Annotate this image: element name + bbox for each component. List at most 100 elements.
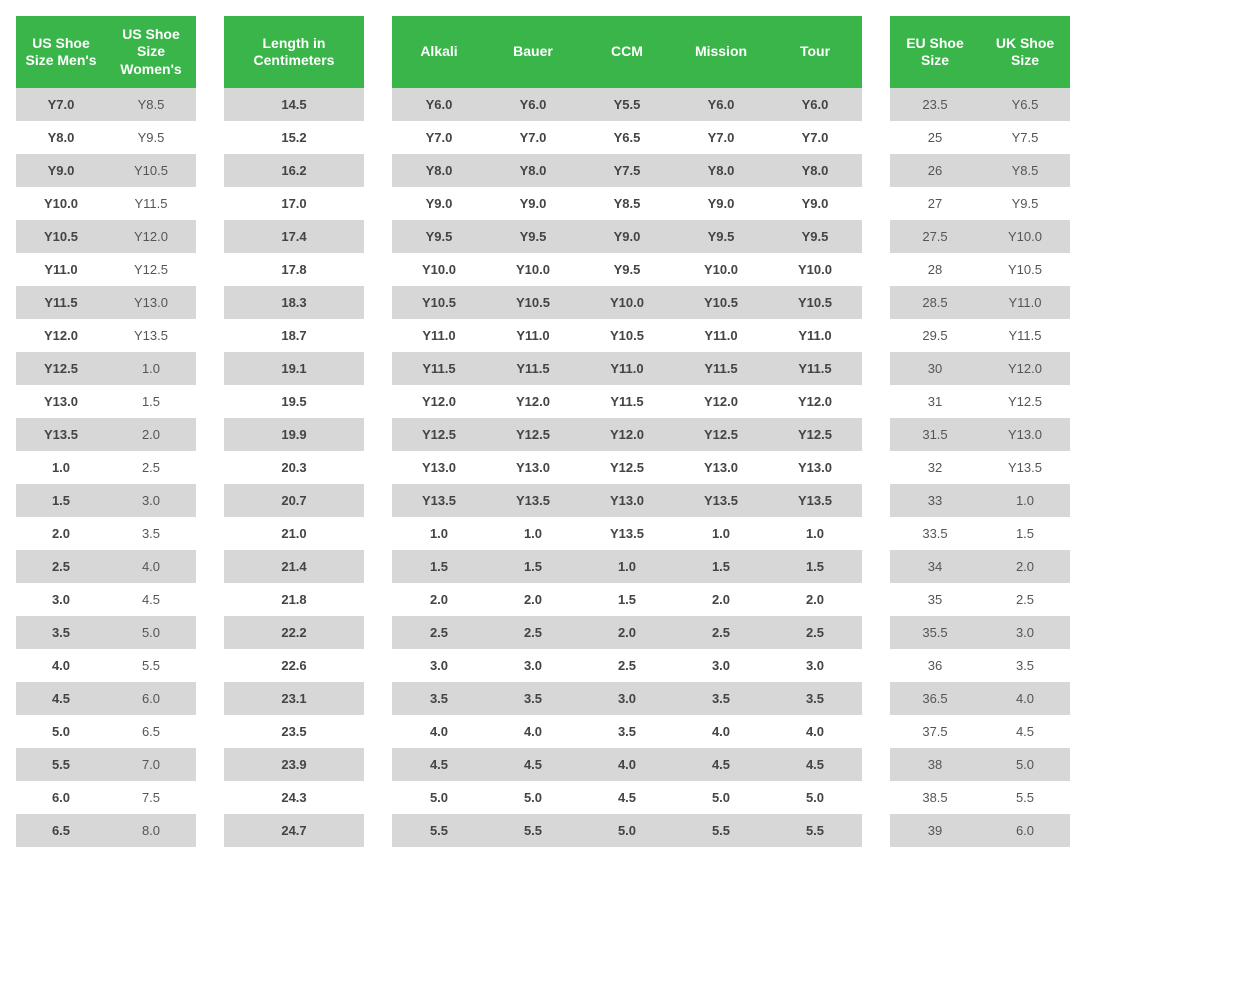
table-cell: 1.0 (980, 484, 1070, 517)
table-row: 6.58.0 (16, 814, 196, 847)
table-row: 22.2 (224, 616, 364, 649)
table-cell: 2.0 (392, 583, 486, 616)
table-cell: 19.5 (224, 385, 364, 418)
table-cell: Y13.5 (980, 451, 1070, 484)
table-cell: 18.7 (224, 319, 364, 352)
table-cell: 2.5 (980, 583, 1070, 616)
table-cell: Y7.0 (392, 121, 486, 154)
table-cell: Y11.0 (980, 286, 1070, 319)
table-row: Y10.5Y12.0 (16, 220, 196, 253)
table-row: Y11.5Y13.0 (16, 286, 196, 319)
table-cell: 5.5 (106, 649, 196, 682)
table-row: 38.55.5 (890, 781, 1070, 814)
table-row: 3.55.0 (16, 616, 196, 649)
table-row: 23.1 (224, 682, 364, 715)
table-cell: 4.0 (486, 715, 580, 748)
table-cell: Y9.5 (980, 187, 1070, 220)
us-size-table: US Shoe Size Men's US Shoe Size Women's … (16, 16, 196, 847)
table-cell: 4.5 (486, 748, 580, 781)
table-row: 331.0 (890, 484, 1070, 517)
table-cell: 6.5 (106, 715, 196, 748)
table-row: 17.4 (224, 220, 364, 253)
table-cell: Y11.5 (392, 352, 486, 385)
table-cell: Y12.5 (16, 352, 106, 385)
table-cell: Y11.5 (674, 352, 768, 385)
table-cell: Y6.0 (392, 88, 486, 121)
table-cell: 5.5 (768, 814, 862, 847)
table-row: 14.5 (224, 88, 364, 121)
table-row: Y9.0Y9.0Y8.5Y9.0Y9.0 (392, 187, 862, 220)
table-cell: 22.2 (224, 616, 364, 649)
table-cell: Y8.5 (106, 88, 196, 121)
table-cell: 3.5 (486, 682, 580, 715)
table-cell: Y13.5 (580, 517, 674, 550)
table-cell: Y10.0 (674, 253, 768, 286)
table-row: 4.05.5 (16, 649, 196, 682)
table-row: 23.5Y6.5 (890, 88, 1070, 121)
table-cell: Y12.0 (674, 385, 768, 418)
table-row: 19.5 (224, 385, 364, 418)
table-cell: 32 (890, 451, 980, 484)
col-mission: Mission (674, 16, 768, 88)
table-row: 15.2 (224, 121, 364, 154)
table-header-row: EU Shoe Size UK Shoe Size (890, 16, 1070, 88)
table-cell: 5.0 (16, 715, 106, 748)
col-length-cm: Length in Centimeters (224, 16, 364, 88)
table-cell: 37.5 (890, 715, 980, 748)
table-cell: 1.0 (674, 517, 768, 550)
table-row: Y9.5Y9.5Y9.0Y9.5Y9.5 (392, 220, 862, 253)
table-cell: 2.5 (768, 616, 862, 649)
table-cell: Y13.0 (486, 451, 580, 484)
table-cell: 1.0 (580, 550, 674, 583)
table-cell: Y10.0 (980, 220, 1070, 253)
table-cell: 2.5 (580, 649, 674, 682)
table-row: 4.04.03.54.04.0 (392, 715, 862, 748)
table-row: 28.5Y11.0 (890, 286, 1070, 319)
table-row: 18.3 (224, 286, 364, 319)
table-cell: 4.5 (768, 748, 862, 781)
table-cell: Y10.5 (392, 286, 486, 319)
table-cell: Y13.0 (580, 484, 674, 517)
table-row: 23.5 (224, 715, 364, 748)
table-cell: 3.0 (980, 616, 1070, 649)
table-cell: Y9.5 (392, 220, 486, 253)
table-cell: 5.0 (580, 814, 674, 847)
table-cell: Y11.5 (486, 352, 580, 385)
table-cell: 1.5 (768, 550, 862, 583)
col-uk-size: UK Shoe Size (980, 16, 1070, 88)
table-cell: Y10.0 (486, 253, 580, 286)
table-cell: Y10.5 (106, 154, 196, 187)
table-row: 22.6 (224, 649, 364, 682)
table-cell: 20.3 (224, 451, 364, 484)
table-cell: 1.0 (16, 451, 106, 484)
us-size-table-body: Y7.0Y8.5Y8.0Y9.5Y9.0Y10.5Y10.0Y11.5Y10.5… (16, 88, 196, 847)
brands-table-body: Y6.0Y6.0Y5.5Y6.0Y6.0Y7.0Y7.0Y6.5Y7.0Y7.0… (392, 88, 862, 847)
table-row: Y11.0Y12.5 (16, 253, 196, 286)
table-row: Y12.0Y12.0Y11.5Y12.0Y12.0 (392, 385, 862, 418)
table-cell: Y13.0 (16, 385, 106, 418)
table-cell: 7.5 (106, 781, 196, 814)
table-cell: 17.8 (224, 253, 364, 286)
table-cell: 19.9 (224, 418, 364, 451)
table-cell: 3.0 (580, 682, 674, 715)
table-cell: Y9.0 (486, 187, 580, 220)
table-cell: 2.0 (580, 616, 674, 649)
table-cell: Y12.5 (106, 253, 196, 286)
table-cell: Y12.5 (980, 385, 1070, 418)
table-cell: Y8.0 (16, 121, 106, 154)
table-row: 21.4 (224, 550, 364, 583)
table-cell: 2.5 (16, 550, 106, 583)
table-cell: 4.5 (106, 583, 196, 616)
table-cell: Y11.5 (106, 187, 196, 220)
table-cell: 3.0 (486, 649, 580, 682)
table-cell: Y12.5 (768, 418, 862, 451)
table-row: 3.04.5 (16, 583, 196, 616)
table-cell: 3.5 (392, 682, 486, 715)
table-cell: 1.5 (392, 550, 486, 583)
table-row: 31Y12.5 (890, 385, 1070, 418)
table-cell: 6.0 (106, 682, 196, 715)
table-row: Y11.0Y11.0Y10.5Y11.0Y11.0 (392, 319, 862, 352)
table-row: 30Y12.0 (890, 352, 1070, 385)
table-cell: Y13.5 (674, 484, 768, 517)
table-cell: 4.5 (980, 715, 1070, 748)
